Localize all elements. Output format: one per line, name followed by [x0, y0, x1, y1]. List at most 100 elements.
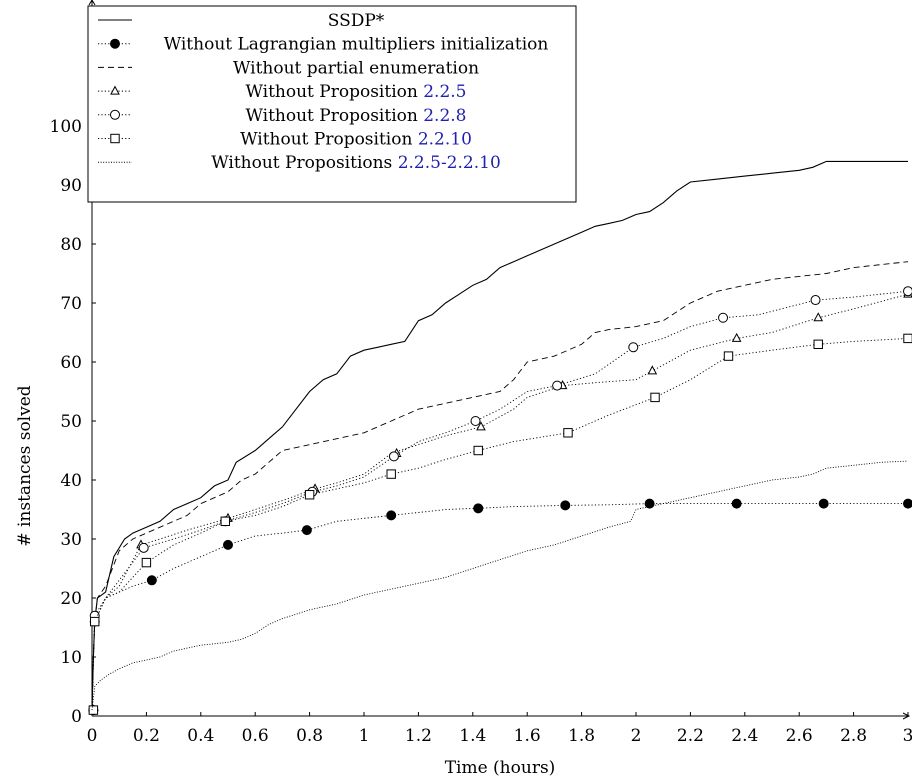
legend-item: Without partial enumeration [98, 58, 479, 78]
series-1 [88, 498, 912, 716]
series-marker [90, 616, 100, 627]
legend-text-part: Without Proposition [245, 106, 423, 126]
x-tick-label: 2.8 [840, 726, 867, 746]
series-marker [304, 490, 315, 500]
legend-text-part: Without Proposition [240, 130, 418, 150]
series-marker [903, 333, 912, 344]
legend: SSDP* Without Lagrangian multipliers init… [87, 5, 577, 203]
y-tick-label: 60 [60, 353, 82, 373]
series-marker [628, 342, 639, 353]
legend-text-part: Without Lagrangian multipliers initializ… [164, 35, 549, 55]
legend-marker [110, 38, 120, 49]
legend-label: Without Lagrangian multipliers initializ… [164, 35, 549, 55]
series-marker [644, 498, 655, 509]
series-marker [301, 525, 312, 536]
x-tick-label: 1.6 [514, 726, 541, 746]
y-axis-arrow [88, 0, 96, 6]
series-line [91, 460, 909, 711]
legend-label: Without Proposition 2.2.10 [240, 130, 472, 150]
y-tick-label: 70 [60, 294, 82, 314]
series-6 [91, 460, 909, 711]
series-marker [818, 498, 829, 509]
series-marker [473, 503, 484, 514]
series-line [91, 160, 908, 711]
x-tick-label: 2.4 [731, 726, 758, 746]
series-layer [88, 160, 912, 716]
y-tick-label: 20 [60, 589, 82, 609]
legend-item: Without Proposition 2.2.8 [98, 106, 467, 126]
series-marker [813, 312, 824, 322]
x-tick-label: 3 [903, 726, 912, 746]
series-marker [903, 286, 912, 297]
legend-marker [110, 133, 120, 144]
legend-item: Without Lagrangian multipliers initializ… [98, 35, 548, 55]
y-tick-label: 80 [60, 235, 82, 255]
x-axis-arrow [902, 712, 911, 720]
x-tick-label: 2.6 [786, 726, 813, 746]
x-tick-label: 0 [87, 726, 98, 746]
x-axis-title: Time (hours) [445, 758, 556, 778]
series-marker [903, 498, 912, 509]
series-marker [476, 421, 486, 431]
series-marker [552, 380, 563, 391]
y-axis-ticks: 0 10 20 30 40 50 60 70 80 90 100 [50, 117, 96, 727]
series-line [91, 337, 909, 711]
series-marker [647, 365, 658, 375]
legend-box [87, 5, 577, 203]
series-2 [91, 261, 909, 711]
legend-label: Without Propositions 2.2.5-2.2.10 [211, 153, 501, 173]
x-tick-label: 0.4 [187, 726, 214, 746]
legend-marker [110, 109, 120, 120]
series-marker [813, 339, 823, 350]
series-marker [146, 575, 157, 586]
series-0 [91, 160, 908, 711]
y-tick-label: 0 [71, 707, 82, 727]
legend-reference: 2.2.10 [418, 130, 472, 150]
legend-text-part: SSDP* [328, 11, 385, 31]
y-tick-label: 40 [60, 471, 82, 491]
legend-label: SSDP* [328, 11, 385, 31]
series-marker [141, 557, 152, 568]
x-tick-label: 1.2 [405, 726, 432, 746]
series-marker [88, 705, 99, 715]
series-marker [223, 539, 233, 550]
legend-marker [110, 85, 120, 95]
series-marker [388, 451, 399, 462]
legend-label: Without Proposition 2.2.5 [245, 82, 466, 102]
series-marker [473, 445, 483, 456]
x-tick-label: 0.8 [296, 726, 323, 746]
legend-text-part: Without Proposition [245, 82, 423, 102]
series-line [91, 293, 909, 711]
series-marker [650, 392, 660, 403]
x-tick-label: 1.4 [459, 726, 486, 746]
legend-item: Without Proposition 2.2.10 [98, 130, 472, 150]
y-tick-label: 50 [60, 412, 82, 432]
series-line [91, 290, 909, 711]
x-tick-label: 0.2 [133, 726, 160, 746]
y-axis-title: # instances solved [15, 385, 35, 546]
legend-item: SSDP* [98, 11, 385, 31]
x-tick-label: 2 [631, 726, 642, 746]
x-axis-ticks: 0 0.2 0.4 0.6 0.8 1 1.2 1.4 1.6 1.8 2 2.2 2.4 2.6 2.8 3 [87, 712, 912, 746]
x-tick-label: 1.8 [568, 726, 595, 746]
series-marker [560, 500, 571, 511]
series-line [91, 261, 909, 711]
y-tick-label: 90 [60, 176, 82, 196]
series-marker [563, 428, 573, 438]
series-marker [220, 516, 230, 526]
x-tick-label: 0.6 [242, 726, 269, 746]
series-marker [386, 469, 396, 479]
series-marker [731, 498, 742, 509]
y-tick-label: 100 [50, 117, 82, 137]
series-5 [88, 333, 912, 715]
series-marker [718, 312, 729, 323]
legend-text-part: Without Propositions [211, 153, 397, 173]
legend-reference: 2.2.8 [423, 106, 466, 126]
series-4 [88, 286, 912, 716]
series-line [91, 503, 908, 711]
legend-item: Without Propositions 2.2.5-2.2.10 [98, 153, 501, 173]
legend-reference: 2.2.5 [423, 82, 466, 102]
series-3 [88, 288, 912, 714]
legend-item: Without Proposition 2.2.5 [98, 82, 467, 102]
